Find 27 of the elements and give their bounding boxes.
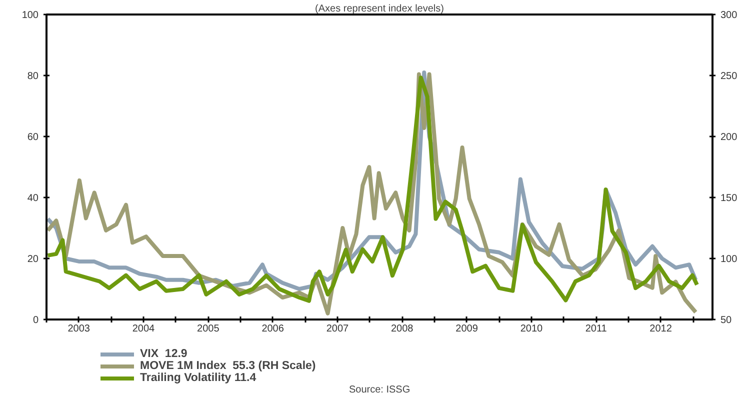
- source-note: Source: ISSG: [348, 384, 410, 396]
- x-tick-label: 2012: [650, 324, 672, 334]
- x-tick-label: 2006: [262, 324, 284, 334]
- y-tick-label: 60: [27, 132, 39, 143]
- y2-tick-label: 200: [720, 132, 738, 143]
- y2-tick-label: 50: [720, 315, 732, 326]
- x-tick-label: 2011: [585, 324, 608, 334]
- y-tick-label: 20: [27, 254, 39, 265]
- y-tick-label: 40: [27, 193, 39, 204]
- y2-tick-label: 300: [720, 10, 738, 21]
- x-tick-label: 2009: [456, 324, 478, 334]
- y-tick-label: 100: [22, 10, 39, 21]
- y-tick-label: 0: [32, 315, 39, 326]
- legend-label: Trailing Volatility 11.4: [140, 372, 256, 384]
- x-tick-label: 2008: [391, 324, 414, 334]
- legend-label: MOVE 1M Index 55.3 (RH Scale): [140, 360, 316, 372]
- y2-tick-label: 250: [720, 71, 738, 82]
- y-tick-label: 80: [27, 71, 39, 82]
- chart-subtitle: (Axes represent index levels): [315, 4, 444, 14]
- x-tick-label: 2010: [520, 324, 544, 334]
- x-tick-label: 2005: [197, 324, 220, 334]
- x-tick-label: 2004: [132, 324, 156, 334]
- x-tick-label: 2003: [68, 324, 90, 334]
- y2-tick-label: 100: [720, 254, 738, 265]
- legend-label: VIX 12.9: [140, 348, 188, 360]
- y2-tick-label: 150: [720, 193, 738, 204]
- x-tick-label: 2007: [326, 324, 350, 334]
